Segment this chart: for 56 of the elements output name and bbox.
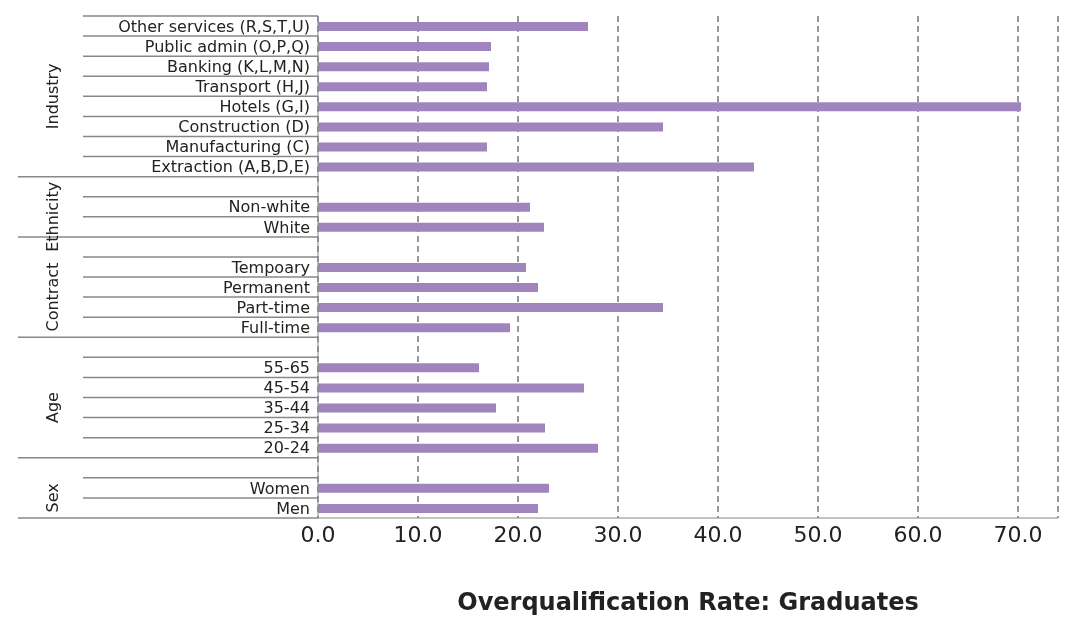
y-tick-label: Hotels (G,I) [219,97,310,117]
x-tick-label: 30.0 [593,521,643,547]
text: Contract [43,262,62,332]
bar [318,142,487,152]
bar [318,423,545,433]
y-tick-label: Public admin (O,P,Q) [144,36,310,56]
x-tick-label: 10.0 [393,521,443,547]
bar [318,503,538,513]
y-tick-label: Transport (H,J) [194,76,310,96]
x-tick-label: 70.0 [993,521,1043,547]
y-tick-label: Manufacturing (C) [165,137,310,157]
y-tick-label: Other services (R,S,T,U) [118,16,310,36]
y-tick-label: Part-time [236,297,310,317]
y-tick-label: Extraction (A,B,D,E) [151,157,310,177]
y-tick-label: Permanent [222,277,310,297]
bar [318,283,538,293]
y-tick-label: Full-time [240,317,310,337]
y-tick-label: Non-white [228,197,310,217]
y-tick-label: 35-44 [263,398,310,418]
x-tick-label: 20.0 [493,521,543,547]
x-tick-label: 0.0 [300,521,336,547]
bar [318,122,663,132]
bar [318,22,588,31]
bar [318,82,487,92]
bar [318,363,479,373]
text: Ethnicity [43,181,62,252]
bar [318,102,1021,112]
bar [318,222,544,232]
bar [318,202,530,212]
x-tick-label: 40.0 [693,521,743,547]
bar [318,403,496,413]
x-tick-label: 50.0 [793,521,843,547]
y-tick-label: Banking (K,L,M,N) [167,56,310,76]
y-tick-label: 25-34 [263,418,310,438]
y-tick-label: Tempoary [230,257,310,277]
y-tick-label: Women [249,478,310,498]
text: Industry [43,63,62,130]
text: Sex [43,483,62,513]
bar [318,383,584,393]
bar [318,303,663,313]
y-tick-label: Men [276,498,310,518]
y-tick-label: Construction (D) [178,117,310,137]
bar [318,323,510,333]
y-tick-label: White [263,217,310,237]
text: Age [43,392,62,424]
x-axis-title: Overqualification Rate: Graduates [457,588,919,616]
y-tick-label: 55-65 [263,358,310,378]
bar [318,443,598,453]
bar [318,62,489,72]
y-tick-label: 45-54 [263,378,310,398]
bar [318,162,754,172]
bar [318,483,549,493]
bar [318,262,526,272]
bar [318,42,491,52]
y-tick-label: 20-24 [263,438,310,458]
x-tick-label: 60.0 [893,521,943,547]
